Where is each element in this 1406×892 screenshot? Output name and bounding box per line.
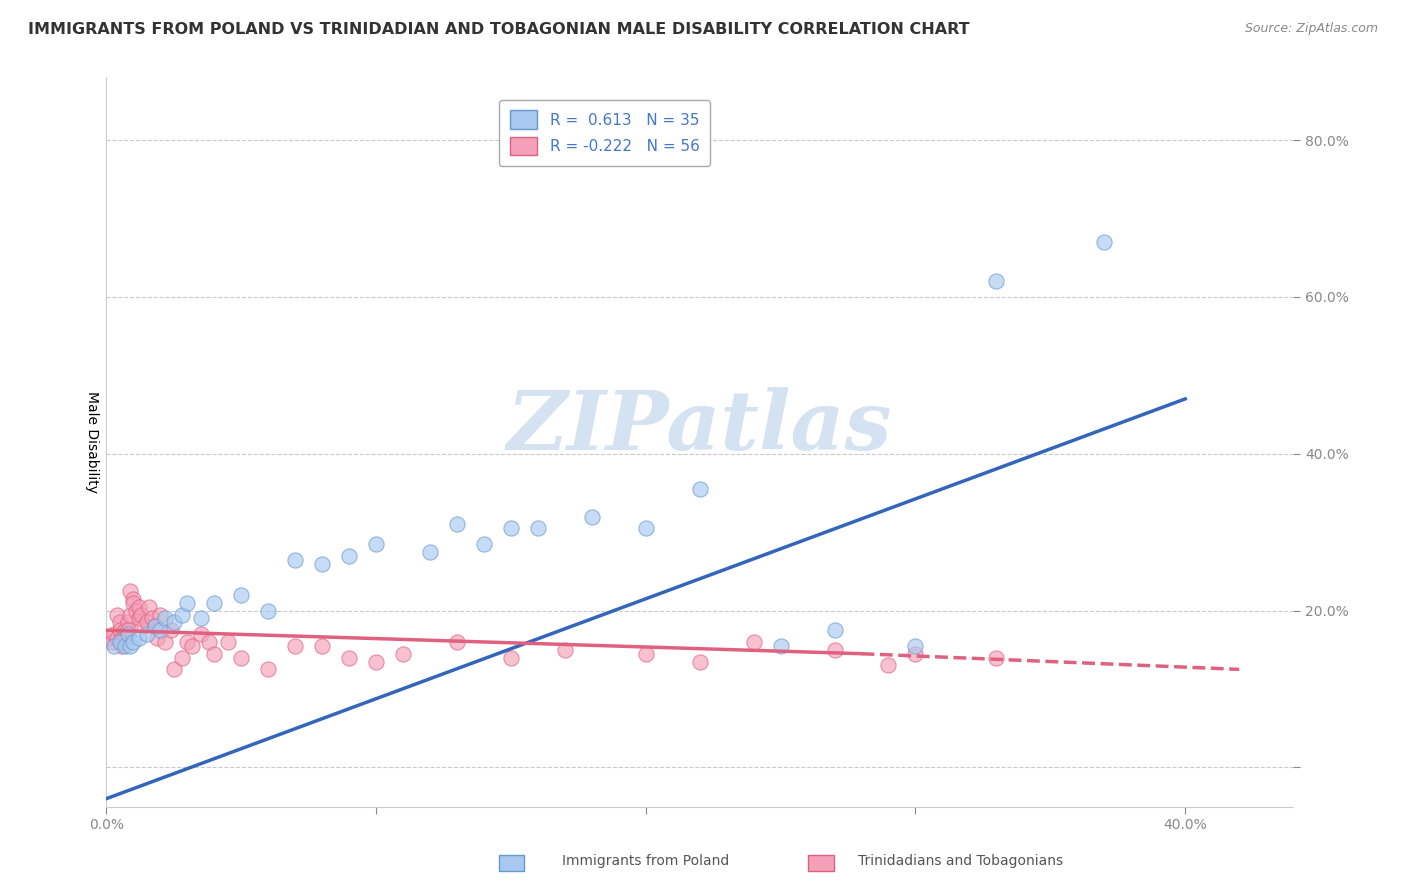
Point bbox=[446, 635, 468, 649]
Point bbox=[311, 557, 333, 571]
Point bbox=[97, 631, 120, 645]
Point bbox=[446, 517, 468, 532]
Point bbox=[197, 635, 219, 649]
Point bbox=[138, 599, 160, 614]
Point bbox=[114, 639, 136, 653]
Point bbox=[176, 596, 198, 610]
Point bbox=[419, 545, 441, 559]
Point bbox=[149, 623, 172, 637]
Point bbox=[364, 655, 387, 669]
Point bbox=[122, 635, 145, 649]
Point bbox=[742, 635, 765, 649]
Point bbox=[155, 635, 177, 649]
Point bbox=[125, 604, 148, 618]
Point bbox=[202, 596, 225, 610]
Point bbox=[257, 662, 280, 676]
Point bbox=[120, 584, 142, 599]
Point bbox=[499, 650, 522, 665]
Point bbox=[155, 611, 177, 625]
Point bbox=[499, 521, 522, 535]
Point bbox=[170, 650, 193, 665]
Point bbox=[554, 642, 576, 657]
Point bbox=[202, 647, 225, 661]
Point bbox=[162, 615, 184, 630]
Point bbox=[103, 639, 125, 653]
Text: Trinidadians and Tobagonians: Trinidadians and Tobagonians bbox=[858, 855, 1063, 868]
Text: ZIPatlas: ZIPatlas bbox=[508, 387, 893, 467]
Point bbox=[824, 623, 846, 637]
Text: Source: ZipAtlas.com: Source: ZipAtlas.com bbox=[1244, 22, 1378, 36]
Point bbox=[146, 631, 169, 645]
Point bbox=[149, 607, 172, 622]
Point bbox=[128, 631, 150, 645]
Point bbox=[117, 623, 139, 637]
Point bbox=[284, 639, 307, 653]
Point bbox=[904, 639, 927, 653]
Point bbox=[176, 635, 198, 649]
Point bbox=[105, 631, 128, 645]
Point bbox=[143, 619, 166, 633]
Point bbox=[217, 635, 239, 649]
Y-axis label: Male Disability: Male Disability bbox=[86, 391, 100, 493]
Point bbox=[181, 639, 204, 653]
Point bbox=[311, 639, 333, 653]
Point bbox=[114, 623, 136, 637]
Point bbox=[769, 639, 792, 653]
Point bbox=[229, 650, 252, 665]
Point bbox=[162, 662, 184, 676]
Point bbox=[108, 615, 131, 630]
Point bbox=[257, 604, 280, 618]
Point bbox=[1092, 235, 1115, 249]
Point bbox=[190, 611, 212, 625]
Point bbox=[122, 596, 145, 610]
Text: Immigrants from Poland: Immigrants from Poland bbox=[562, 855, 730, 868]
Point bbox=[472, 537, 495, 551]
Point bbox=[105, 607, 128, 622]
Point bbox=[986, 274, 1008, 288]
Point bbox=[122, 591, 145, 606]
Point bbox=[141, 611, 163, 625]
Point bbox=[904, 647, 927, 661]
Point bbox=[143, 619, 166, 633]
Point bbox=[229, 588, 252, 602]
Point bbox=[103, 627, 125, 641]
Point bbox=[190, 627, 212, 641]
Point bbox=[128, 599, 150, 614]
Text: IMMIGRANTS FROM POLAND VS TRINIDADIAN AND TOBAGONIAN MALE DISABILITY CORRELATION: IMMIGRANTS FROM POLAND VS TRINIDADIAN AN… bbox=[28, 22, 970, 37]
Point bbox=[111, 639, 134, 653]
Point bbox=[111, 631, 134, 645]
Point bbox=[877, 658, 900, 673]
Point bbox=[337, 650, 360, 665]
Point bbox=[581, 509, 603, 524]
Point bbox=[114, 631, 136, 645]
Point bbox=[364, 537, 387, 551]
Point bbox=[337, 549, 360, 563]
Point bbox=[108, 635, 131, 649]
Point bbox=[120, 639, 142, 653]
Point bbox=[108, 623, 131, 637]
Point bbox=[392, 647, 415, 661]
Point bbox=[117, 615, 139, 630]
Point bbox=[284, 552, 307, 566]
Point bbox=[117, 627, 139, 641]
Point bbox=[135, 615, 157, 630]
Point bbox=[160, 623, 183, 637]
Legend: R =  0.613   N = 35, R = -0.222   N = 56: R = 0.613 N = 35, R = -0.222 N = 56 bbox=[499, 100, 710, 166]
Point bbox=[135, 627, 157, 641]
Point bbox=[128, 611, 150, 625]
Point bbox=[689, 655, 711, 669]
Point bbox=[120, 607, 142, 622]
Point bbox=[634, 521, 657, 535]
Point bbox=[634, 647, 657, 661]
Point bbox=[129, 607, 152, 622]
Point bbox=[526, 521, 548, 535]
Point bbox=[170, 607, 193, 622]
Point bbox=[689, 482, 711, 496]
Point bbox=[100, 635, 122, 649]
Point bbox=[824, 642, 846, 657]
Point bbox=[132, 619, 155, 633]
Point bbox=[986, 650, 1008, 665]
